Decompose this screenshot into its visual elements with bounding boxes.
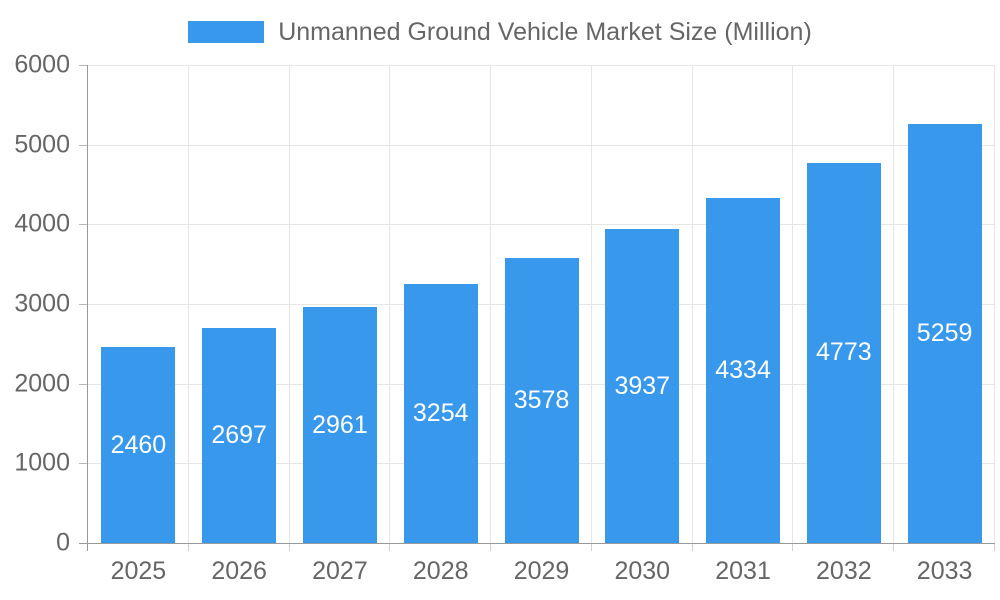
gridline-y-6000: [88, 65, 995, 66]
y-tick: [79, 304, 87, 305]
plot-area: 2460 2697 2961 3254 3578 3937 4334 4773 5259 0 10…: [14, 51, 995, 585]
x-tick: [490, 543, 492, 551]
bar-value-label: 2697: [211, 421, 267, 450]
gridline-x: [691, 65, 693, 543]
bar-2027: 2961: [302, 307, 377, 543]
y-tick-label: 2000: [14, 369, 70, 398]
gridline-x: [389, 65, 391, 543]
y-axis-line: [87, 65, 88, 551]
bar-2033: 5259: [907, 124, 982, 543]
x-tick: [893, 543, 895, 551]
y-tick-label: 0: [56, 528, 70, 557]
x-tick: [288, 543, 290, 551]
bar-2025: 2460: [101, 347, 176, 543]
bar-2028: 3254: [403, 283, 478, 543]
bar-value-label: 2961: [312, 410, 368, 439]
gridline-x: [792, 65, 794, 543]
bar-value-label: 4773: [816, 338, 872, 367]
bar-2030: 3937: [605, 229, 680, 543]
y-tick: [79, 65, 87, 66]
bar-2029: 3578: [504, 257, 579, 543]
legend-label: Unmanned Ground Vehicle Market Size (Mil…: [278, 17, 812, 46]
gridline-x: [590, 65, 592, 543]
legend-swatch: [188, 21, 265, 43]
x-tick: [994, 543, 995, 551]
bar-value-label: 4334: [715, 355, 771, 384]
chart-legend[interactable]: Unmanned Ground Vehicle Market Size (Mil…: [0, 14, 1000, 50]
x-tick: [389, 543, 391, 551]
x-tick-label-2030: 2030: [614, 557, 671, 585]
x-tick-label-2027: 2027: [312, 557, 368, 585]
bar-2031: 4334: [706, 197, 781, 543]
x-axis-line: [79, 543, 995, 544]
x-tick-label-2025: 2025: [110, 557, 167, 585]
gridline-x: [893, 65, 895, 543]
bar-value-label: 3254: [412, 398, 469, 427]
x-tick-label-2031: 2031: [715, 557, 771, 585]
x-tick-label-2028: 2028: [412, 557, 469, 585]
x-tick: [590, 543, 592, 551]
x-tick-label-2032: 2032: [816, 557, 872, 585]
y-tick-label: 3000: [14, 289, 70, 318]
gridline-x: [288, 65, 290, 543]
bar-value-label: 3937: [614, 371, 671, 400]
x-tick-label-2029: 2029: [513, 557, 570, 585]
y-tick-label: 6000: [14, 50, 70, 79]
bar-value-label: 5259: [916, 319, 973, 348]
x-tick: [187, 543, 189, 551]
y-tick-label: 4000: [14, 209, 70, 238]
y-tick-label: 5000: [14, 130, 70, 159]
gridline-x: [187, 65, 189, 543]
gridline-y-5000: [88, 144, 995, 146]
gridline-x: [994, 65, 995, 543]
gridline-y-4000: [88, 224, 995, 226]
y-tick: [79, 224, 87, 226]
bar-2026: 2697: [202, 328, 277, 543]
bar-value-label: 3578: [513, 385, 570, 414]
x-tick: [691, 543, 693, 551]
x-tick: [792, 543, 794, 551]
bar-2032: 4773: [806, 162, 881, 543]
x-tick-label-2033: 2033: [916, 557, 973, 585]
y-tick: [79, 463, 87, 465]
gridline-x: [490, 65, 492, 543]
bar-value-label: 2460: [110, 430, 167, 459]
x-tick-label-2026: 2026: [211, 557, 267, 585]
y-tick: [79, 144, 87, 146]
y-tick: [79, 383, 87, 385]
y-tick-label: 1000: [14, 448, 70, 477]
